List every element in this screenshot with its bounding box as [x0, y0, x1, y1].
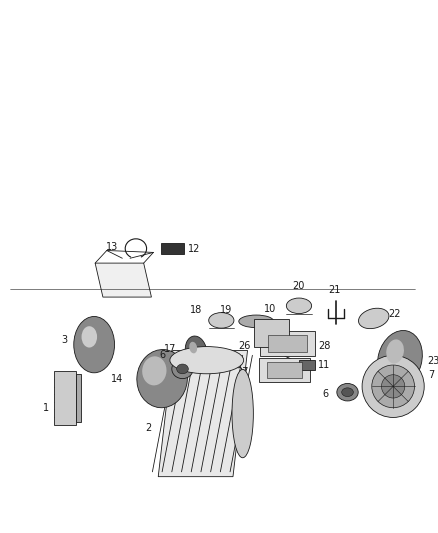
- Text: 2: 2: [145, 423, 152, 433]
- FancyBboxPatch shape: [260, 331, 314, 356]
- Ellipse shape: [239, 315, 274, 328]
- Circle shape: [362, 356, 424, 417]
- FancyBboxPatch shape: [161, 243, 184, 254]
- FancyBboxPatch shape: [299, 360, 314, 370]
- Ellipse shape: [185, 336, 207, 367]
- Ellipse shape: [209, 313, 234, 328]
- Ellipse shape: [142, 356, 166, 385]
- Circle shape: [372, 365, 414, 408]
- Text: 27: 27: [236, 367, 248, 377]
- Text: 10: 10: [264, 304, 276, 313]
- Text: 22: 22: [389, 309, 401, 319]
- Ellipse shape: [342, 388, 353, 397]
- Ellipse shape: [189, 342, 197, 353]
- Text: 11: 11: [318, 360, 331, 370]
- Text: 13: 13: [106, 241, 118, 252]
- Text: 23: 23: [427, 356, 438, 366]
- FancyBboxPatch shape: [254, 319, 289, 346]
- FancyBboxPatch shape: [54, 372, 76, 425]
- Ellipse shape: [232, 369, 253, 458]
- Text: 6: 6: [322, 389, 328, 399]
- Text: 1: 1: [43, 403, 49, 413]
- Ellipse shape: [177, 364, 188, 374]
- Text: 20: 20: [292, 281, 304, 291]
- Ellipse shape: [337, 383, 358, 401]
- Text: 19: 19: [220, 305, 232, 314]
- Ellipse shape: [81, 326, 97, 348]
- Ellipse shape: [172, 359, 193, 378]
- Ellipse shape: [137, 350, 187, 408]
- Text: 17: 17: [164, 344, 177, 354]
- Text: 12: 12: [188, 244, 201, 254]
- Text: 7: 7: [428, 370, 434, 379]
- FancyBboxPatch shape: [76, 374, 81, 422]
- Ellipse shape: [170, 346, 244, 374]
- Ellipse shape: [386, 340, 404, 364]
- Ellipse shape: [359, 308, 389, 329]
- Polygon shape: [95, 263, 152, 297]
- Text: 18: 18: [190, 305, 202, 314]
- Ellipse shape: [378, 330, 422, 388]
- Text: 3: 3: [61, 335, 67, 345]
- Text: 14: 14: [111, 374, 123, 384]
- Text: 28: 28: [318, 341, 331, 351]
- Circle shape: [381, 375, 405, 398]
- FancyBboxPatch shape: [268, 335, 307, 352]
- Text: 21: 21: [328, 285, 341, 295]
- Text: 6: 6: [159, 350, 165, 360]
- Text: 26: 26: [238, 341, 251, 351]
- Polygon shape: [158, 351, 247, 477]
- Ellipse shape: [286, 298, 311, 313]
- Ellipse shape: [74, 317, 115, 373]
- FancyBboxPatch shape: [267, 362, 302, 378]
- FancyBboxPatch shape: [259, 358, 310, 382]
